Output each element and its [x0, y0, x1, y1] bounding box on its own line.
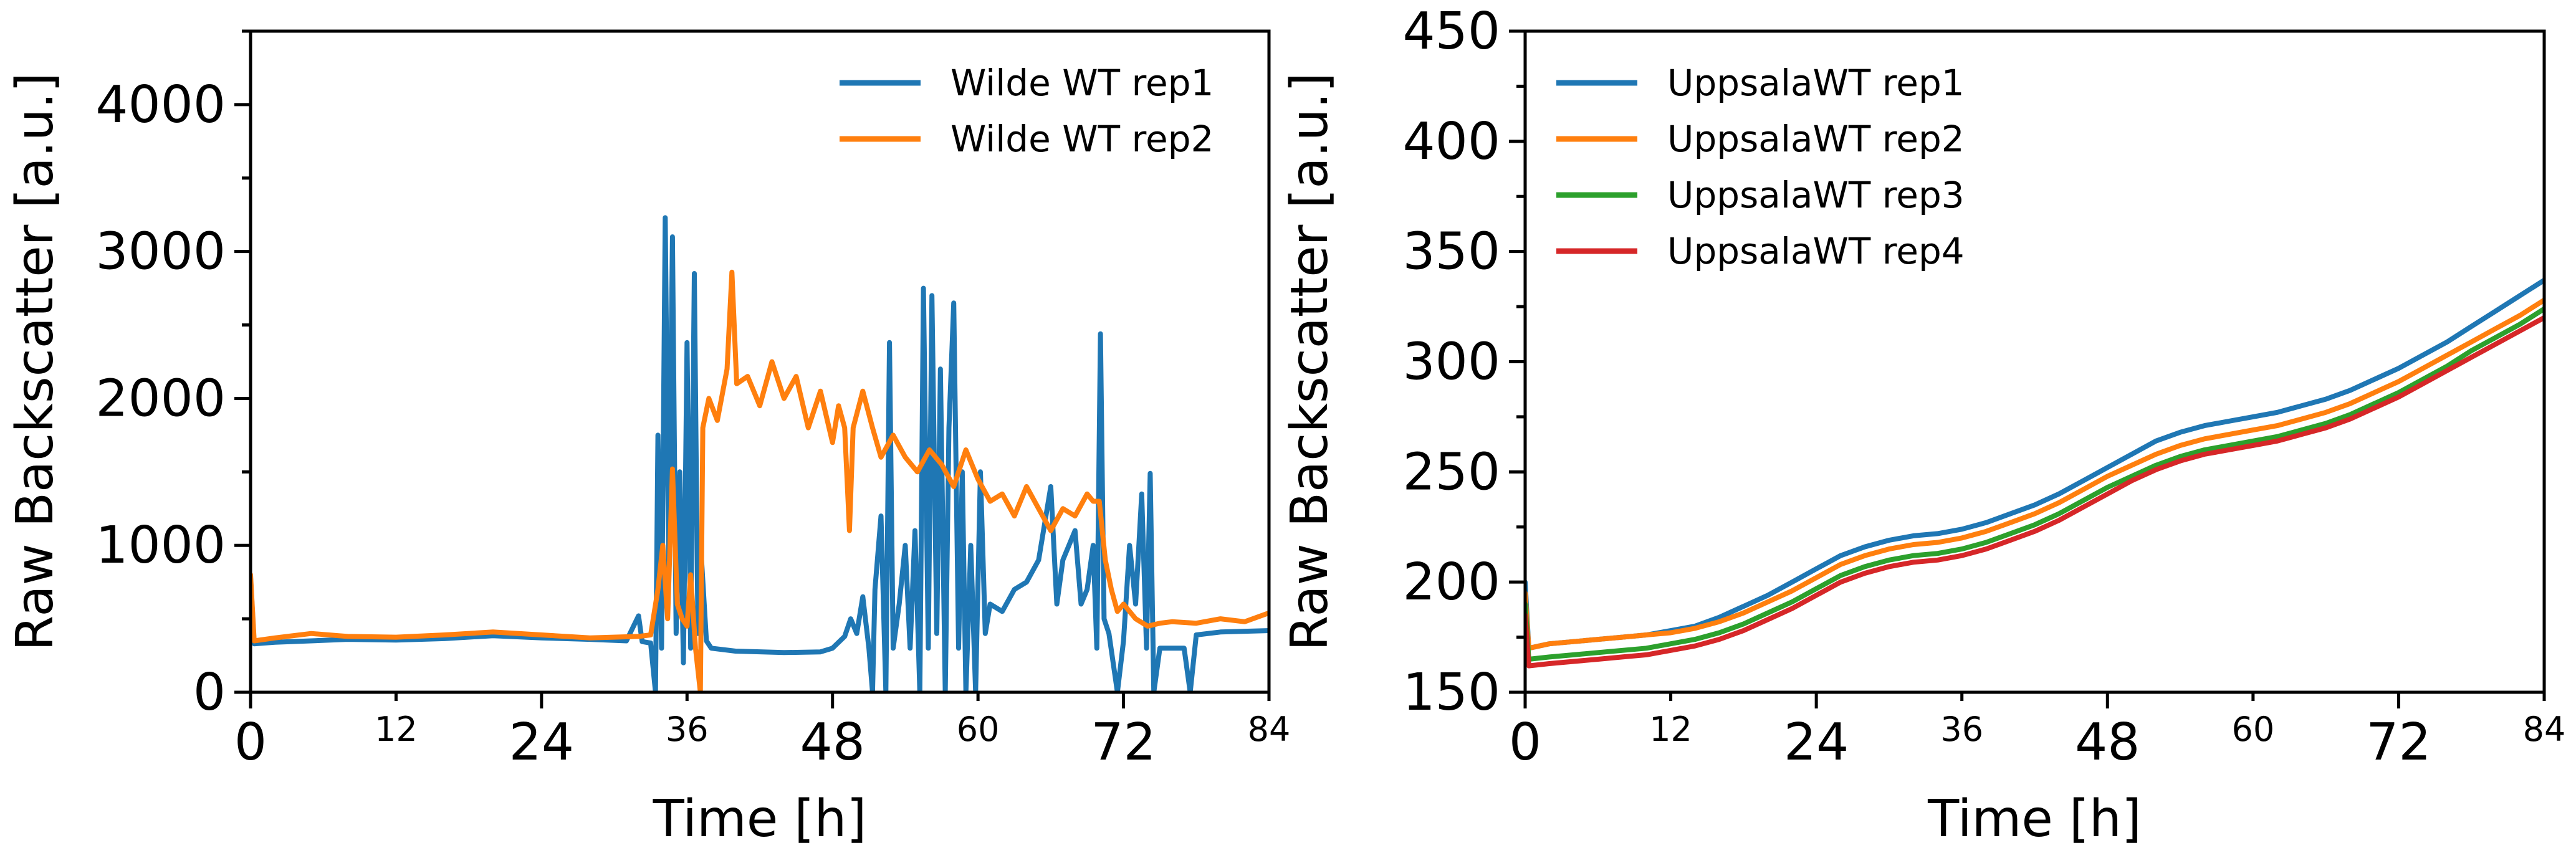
x-major-tick-label: 48 [800, 713, 865, 772]
y-axis-label: Raw Backscatter [a.u.] [6, 72, 65, 651]
series-line-3 [1525, 306, 2544, 662]
y-tick-label: 3000 [95, 222, 226, 282]
x-major-tick-label: 0 [234, 713, 267, 772]
legend-label: UppsalaWT rep1 [1667, 62, 1965, 104]
series-line-1 [251, 215, 1269, 692]
series-line-4 [1525, 315, 2544, 669]
legend: UppsalaWT rep1 UppsalaWT rep2 UppsalaWT re… [1556, 62, 1965, 272]
series-group [251, 215, 1269, 692]
left-chart-panel: 0 1000 2000 3000 4000 0 24 48 72 12 36 60 84 Time [h]… [6, 29, 1291, 849]
x-major-tick-label: 0 [1509, 713, 1541, 772]
y-tick-label: 1000 [95, 516, 226, 575]
x-major-tick-label: 72 [2366, 713, 2431, 772]
y-tick-label: 0 [193, 663, 226, 722]
legend-label: UppsalaWT rep2 [1667, 118, 1965, 160]
legend-label: UppsalaWT rep3 [1667, 174, 1965, 216]
plot-frame [249, 29, 1271, 694]
y-tick-label: 350 [1402, 222, 1500, 282]
legend: Wilde WT rep1 Wilde WT rep2 [840, 62, 1214, 160]
x-minor-tick-label: 60 [957, 710, 1000, 749]
y-tick-label: 300 [1402, 333, 1500, 392]
series-group [1525, 277, 2544, 669]
y-axis-label: Raw Backscatter [a.u.] [1280, 72, 1339, 651]
legend-label: Wilde WT rep2 [950, 118, 1214, 160]
x-minor-tick-label: 36 [1940, 710, 1983, 749]
legend-label: Wilde WT rep1 [950, 62, 1214, 104]
x-major-tick-label: 24 [509, 713, 574, 772]
x-minor-tick-label: 12 [375, 710, 418, 749]
x-minor-tick-label: 12 [1649, 710, 1692, 749]
legend-label: UppsalaWT rep4 [1667, 230, 1965, 272]
y-tick-label: 2000 [95, 369, 226, 428]
x-axis-label: Time [h] [1927, 789, 2142, 849]
y-tick-label: 450 [1402, 2, 1500, 61]
x-minor-tick-label: 84 [1248, 710, 1291, 749]
x-major-tick-label: 72 [1091, 713, 1156, 772]
x-minor-tick-label: 84 [2523, 710, 2566, 749]
y-tick-label: 250 [1402, 442, 1500, 502]
x-axis-label: Time [h] [653, 789, 867, 849]
x-minor-tick-label: 60 [2231, 710, 2274, 749]
x-major-tick-label: 48 [2075, 713, 2140, 772]
y-tick-label: 150 [1402, 663, 1500, 722]
x-minor-tick-label: 36 [666, 710, 709, 749]
series-line-2 [251, 269, 1269, 692]
series-line-1 [1525, 277, 2544, 651]
y-tick-label: 200 [1402, 553, 1500, 612]
right-chart-panel: 150 200 250 300 350 400 450 0 24 48 72 12 36 60 84 Time… [1280, 2, 2565, 849]
y-tick-label: 4000 [95, 75, 226, 135]
x-major-tick-label: 24 [1784, 713, 1849, 772]
series-line-2 [1525, 297, 2544, 651]
y-tick-label: 400 [1402, 112, 1500, 171]
